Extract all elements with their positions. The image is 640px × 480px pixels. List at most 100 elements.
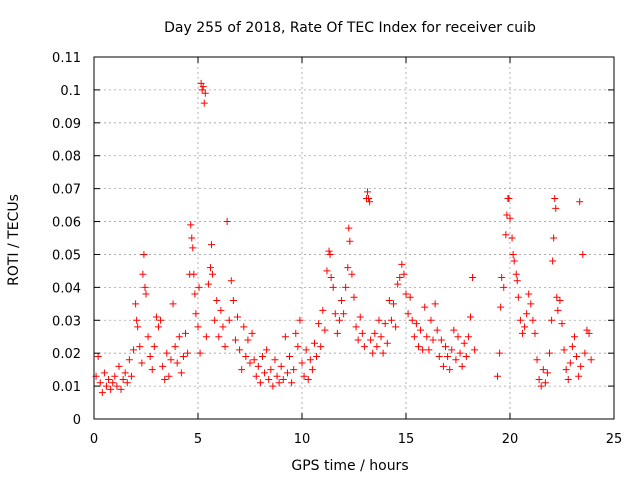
data-point [113,382,121,390]
data-point [277,362,285,370]
data-point [292,329,300,337]
y-tick-label: 0.03 [52,314,81,329]
data-point [146,352,154,360]
data-point [167,356,175,364]
y-tick-labels: 0 0.01 0.02 0.03 0.04 0.05 0.06 0.07 0.08 0.09 0.1… [52,51,81,428]
data-point [211,316,219,324]
data-point [549,257,557,265]
data-point [529,316,537,324]
data-point [225,316,233,324]
data-point [161,376,169,384]
plot-frame [93,56,615,420]
data-point [456,349,464,357]
data-point [512,270,520,278]
data-point [541,379,549,387]
data-point [510,257,518,265]
data-point [396,273,404,281]
data-point [109,379,117,387]
data-point [394,280,402,288]
data-point [263,346,271,354]
data-point [331,310,339,318]
data-point [431,300,439,308]
data-point [546,349,554,357]
y-tick-label: 0.09 [52,117,81,132]
data-point [157,316,165,324]
y-tick-label: 0.04 [52,281,81,296]
data-point [177,369,185,377]
data-point [159,362,167,370]
data-point [298,359,306,367]
data-point [107,385,115,393]
data-point [392,323,400,331]
data-point [179,352,187,360]
data-point [462,352,470,360]
data-point [345,224,353,232]
data-point [215,333,223,341]
data-point [133,316,141,324]
data-point [450,326,458,334]
data-point [304,376,312,384]
data-point [321,326,329,334]
data-point [367,336,375,344]
data-point [300,372,308,380]
data-point [200,99,208,107]
data-point [190,270,198,278]
data-point [471,346,479,354]
data-point [437,336,445,344]
data-point [148,366,156,374]
data-point [452,356,460,364]
data-point [435,352,443,360]
data-point [192,310,200,318]
data-point [444,352,452,360]
data-point [250,356,258,364]
data-point [570,333,578,341]
data-point [383,339,391,347]
data-point [539,366,547,374]
data-point [439,362,447,370]
data-point [446,366,454,374]
data-point [558,320,566,328]
data-point [404,310,412,318]
data-point [344,264,352,272]
data-point [150,343,158,351]
data-point [139,270,147,278]
data-point [242,352,250,360]
data-point [385,297,393,305]
data-point [506,214,514,222]
data-point [527,300,535,308]
data-point [419,346,427,354]
data-point [326,250,334,258]
data-point [105,376,113,384]
data-point [514,293,522,301]
data-point [119,376,127,384]
data-point [500,283,508,291]
y-tick-label: 0.08 [52,150,81,165]
data-point [234,313,242,321]
data-point [365,195,373,203]
data-point [503,211,511,219]
data-point [509,250,517,258]
data-point [354,336,362,344]
data-point [335,316,343,324]
data-point [231,336,239,344]
x-tick-label: 15 [398,432,415,447]
data-point [248,329,256,337]
data-point [352,323,360,331]
data-point [554,306,562,314]
x-axis-label: GPS time / hours [291,458,408,474]
data-point [350,293,358,301]
data-point [194,323,202,331]
data-point [523,310,531,318]
data-point [566,359,574,367]
data-point [552,204,560,212]
data-point [553,293,561,301]
data-point [577,362,585,370]
data-point [550,234,558,242]
data-point [227,277,235,285]
data-point [423,333,431,341]
data-point [433,326,441,334]
data-point [535,376,543,384]
y-tick-label: 0.06 [52,216,81,231]
data-point [187,221,195,229]
data-point [125,356,133,364]
